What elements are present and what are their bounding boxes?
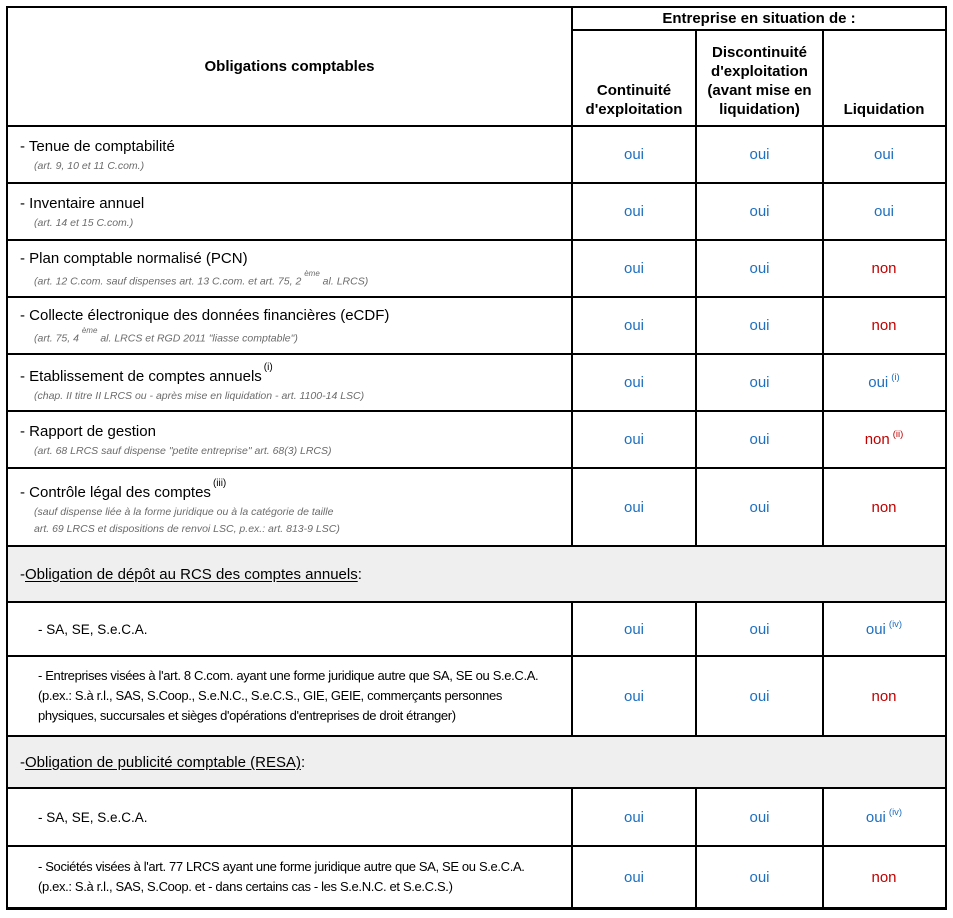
cell-discontinuite: oui <box>697 469 824 545</box>
section-title: - Obligation de publicité comptable (RES… <box>8 737 945 787</box>
obligation-title: - Rapport de gestion <box>20 422 156 440</box>
column-header-continuite: Continuité d'exploitation <box>573 31 697 125</box>
cell-continuite: oui <box>573 603 697 655</box>
obligation-legal-ref: (art. 14 et 15 C.com.) <box>34 216 134 229</box>
header-subcolumns: Continuité d'exploitation Discontinuité … <box>573 31 945 125</box>
obligation-legal-ref: (art. 68 LRCS sauf dispense "petite entr… <box>34 444 332 457</box>
cell-discontinuite: oui <box>697 657 824 735</box>
cell-liquidation: oui (i) <box>868 372 900 391</box>
footnote-ref: (i) <box>263 361 273 373</box>
company-forms-label: - SA, SE, S.e.C.A. <box>8 603 573 655</box>
header-group: Entreprise en situation de : Continuité … <box>573 8 945 125</box>
obligation-label: - Tenue de comptabilité (art. 9, 10 et 1… <box>8 127 573 182</box>
obligation-title: - Tenue de comptabilité <box>20 137 175 155</box>
section-title: - Obligation de dépôt au RCS des comptes… <box>8 547 945 601</box>
column-header-obligations: Obligations comptables <box>8 8 573 125</box>
obligation-legal-ref: (chap. II titre II LRCS ou - après mise … <box>34 389 365 402</box>
cell-continuite: oui <box>573 355 697 410</box>
section-dash: - <box>20 753 25 771</box>
row-rapport-gestion: - Rapport de gestion (art. 68 LRCS sauf … <box>8 412 945 469</box>
cell-liquidation: oui <box>873 203 895 220</box>
section-label: Obligation de dépôt au RCS des comptes a… <box>25 565 358 583</box>
footnote-ref: (iv) <box>888 806 903 818</box>
column-group-header: Entreprise en situation de : <box>573 8 945 31</box>
obligation-title: - Inventaire annuel <box>20 194 145 212</box>
column-header-discontinuite: Discontinuité d'exploitation (avant mise… <box>697 31 824 125</box>
obligation-label: - Rapport de gestion (art. 68 LRCS sauf … <box>8 412 573 467</box>
obligation-label: - Plan comptable normalisé (PCN) (art. 1… <box>8 241 573 296</box>
row-controle-legal: - Contrôle légal des comptes(iii) (sauf … <box>8 469 945 547</box>
cell-liquidation: non <box>871 317 897 334</box>
footnote-ref: (iv) <box>888 618 903 630</box>
cell-liquidation: oui <box>873 146 895 163</box>
cell-liquidation: non <box>871 498 897 516</box>
obligation-title: - Collecte électronique des données fina… <box>20 306 390 324</box>
footnote-ref: (ii) <box>892 429 904 440</box>
section-dash: - <box>20 565 25 583</box>
obligation-title: - Plan comptable normalisé (PCN) <box>20 249 248 267</box>
row-autres-formes-resa: - Sociétés visées à l'art. 77 LRCS ayant… <box>8 847 945 907</box>
obligation-label: - Collecte électronique des données fina… <box>8 298 573 353</box>
cell-liquidation: oui (iv) <box>865 618 903 638</box>
cell-discontinuite: oui <box>697 184 824 239</box>
cell-discontinuite: oui <box>697 241 824 296</box>
cell-liquidation: non (ii) <box>864 429 904 448</box>
company-forms-label: - Entreprises visées à l'art. 8 C.com. a… <box>8 657 573 735</box>
row-tenue-comptabilite: - Tenue de comptabilité (art. 9, 10 et 1… <box>8 127 945 184</box>
cell-liquidation: non <box>871 868 897 886</box>
row-sa-se-seca-resa: - SA, SE, S.e.C.A. oui oui oui (iv) <box>8 789 945 847</box>
obligation-label: - Contrôle légal des comptes(iii) (sauf … <box>8 469 573 545</box>
cell-discontinuite: oui <box>697 412 824 467</box>
cell-continuite: oui <box>573 127 697 182</box>
cell-continuite: oui <box>573 184 697 239</box>
cell-continuite: oui <box>573 241 697 296</box>
obligation-legal-ref: (art. 75, 4 ème al. LRCS et RGD 2011 "li… <box>34 325 298 345</box>
footnote-ref: (i) <box>891 372 900 383</box>
row-comptes-annuels: - Etablissement de comptes annuels(i) (c… <box>8 355 945 412</box>
obligations-table: Obligations comptables Entreprise en sit… <box>6 6 947 910</box>
company-forms-label: - Sociétés visées à l'art. 77 LRCS ayant… <box>8 847 573 907</box>
table-header-row: Obligations comptables Entreprise en sit… <box>8 8 945 127</box>
row-autres-formes-depot: - Entreprises visées à l'art. 8 C.com. a… <box>8 657 945 737</box>
cell-continuite: oui <box>573 298 697 353</box>
cell-continuite: oui <box>573 847 697 907</box>
cell-discontinuite: oui <box>697 847 824 907</box>
obligation-title: - Contrôle légal des comptes(iii) <box>20 477 227 501</box>
obligations-title: Obligations comptables <box>204 58 375 75</box>
section-colon: : <box>357 565 362 583</box>
cell-discontinuite: oui <box>697 789 824 845</box>
section-label: Obligation de publicité comptable (RESA) <box>25 753 301 771</box>
obligation-label: - Etablissement de comptes annuels(i) (c… <box>8 355 573 410</box>
footnote-ref: (iii) <box>212 477 227 489</box>
cell-liquidation: non <box>871 260 897 277</box>
column-header-liquidation: Liquidation <box>843 101 925 118</box>
obligation-title: - Etablissement de comptes annuels(i) <box>20 361 273 385</box>
row-plan-comptable-normalise: - Plan comptable normalisé (PCN) (art. 1… <box>8 241 945 298</box>
cell-continuite: oui <box>573 412 697 467</box>
cell-continuite: oui <box>573 469 697 545</box>
obligation-legal-ref: art. 69 LRCS et dispositions de renvoi L… <box>34 522 340 535</box>
row-ecdf: - Collecte électronique des données fina… <box>8 298 945 355</box>
cell-discontinuite: oui <box>697 127 824 182</box>
cell-continuite: oui <box>573 789 697 845</box>
cell-discontinuite: oui <box>697 603 824 655</box>
section-header-depot-rcs: - Obligation de dépôt au RCS des comptes… <box>8 547 945 603</box>
obligation-legal-ref: (sauf dispense liée à la forme juridique… <box>34 505 334 518</box>
cell-discontinuite: oui <box>697 298 824 353</box>
obligation-legal-ref: (art. 12 C.com. sauf dispenses art. 13 C… <box>34 268 369 288</box>
cell-liquidation: non <box>871 687 897 705</box>
cell-liquidation: oui (iv) <box>865 806 903 826</box>
obligation-legal-ref: (art. 9, 10 et 11 C.com.) <box>34 159 145 172</box>
cell-continuite: oui <box>573 657 697 735</box>
obligation-label: - Inventaire annuel (art. 14 et 15 C.com… <box>8 184 573 239</box>
row-sa-se-seca-depot: - SA, SE, S.e.C.A. oui oui oui (iv) <box>8 603 945 657</box>
company-forms-label: - SA, SE, S.e.C.A. <box>8 789 573 845</box>
cell-discontinuite: oui <box>697 355 824 410</box>
section-colon: : <box>300 753 306 771</box>
row-inventaire-annuel: - Inventaire annuel (art. 14 et 15 C.com… <box>8 184 945 241</box>
section-header-publicite-resa: - Obligation de publicité comptable (RES… <box>8 737 945 789</box>
